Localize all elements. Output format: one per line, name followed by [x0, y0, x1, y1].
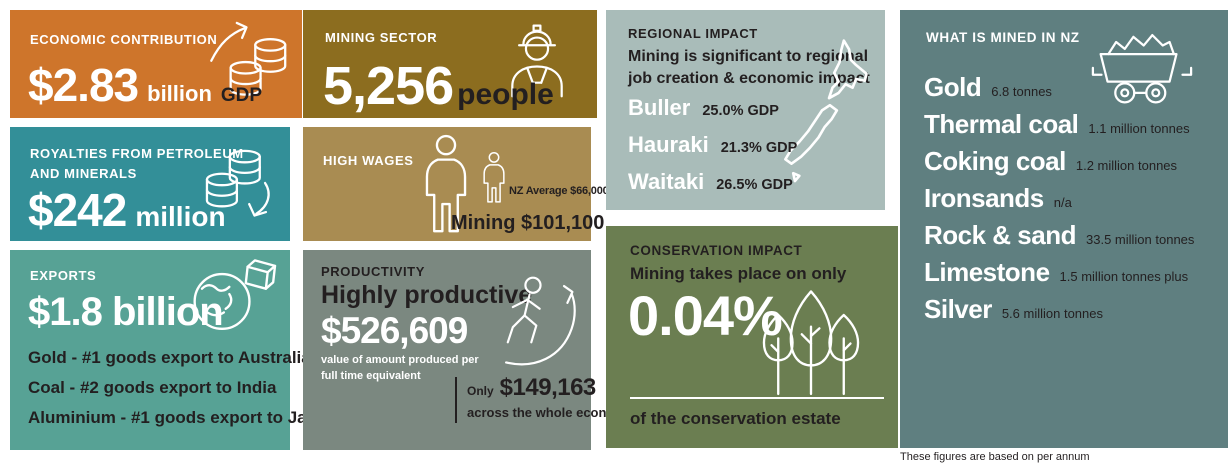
productivity-label: PRODUCTIVITY [321, 264, 425, 279]
productivity-divider [455, 377, 457, 423]
mineral-qty: n/a [1053, 194, 1072, 210]
mineral-row-ironsands: Ironsands n/a [924, 183, 1194, 215]
mining-sector-value: 5,256 [323, 56, 454, 116]
nz-map-icon [784, 39, 868, 183]
tile-conservation-impact: CONSERVATION IMPACT Mining takes place o… [606, 226, 898, 448]
mineral-name: Rock & sand [924, 219, 1077, 250]
productivity-compare: Only $149,163 [467, 374, 596, 402]
mineral-name: Limestone [924, 256, 1050, 287]
royalties-label-line2: AND MINERALS [30, 166, 137, 182]
exports-item-gold: Gold - #1 goods export to Australia [28, 348, 311, 367]
regional-description-line2: job creation & economic impact [628, 69, 870, 87]
mineral-row-limestone: Limestone 1.5 million tonnes plus [924, 257, 1194, 289]
conservation-label: CONSERVATION IMPACT [630, 243, 803, 258]
regional-description: Mining is significant to regional job cr… [628, 46, 870, 89]
mineral-row-gold: Gold 6.8 tonnes [924, 72, 1194, 104]
miner-icon [511, 24, 563, 98]
runner-up-arrow-icon [505, 276, 576, 366]
conservation-value: 0.04% [628, 284, 783, 347]
exports-item-coal: Coal - #2 goods export to India [28, 378, 277, 397]
minerals-list: Gold 6.8 tonnes Thermal coal 1.1 million… [924, 72, 1194, 331]
royalties-label: ROYALTIES FROM PETROLEUM AND MINERALS [30, 144, 244, 184]
tile-exports: EXPORTS $1.8 billion Gold - #1 goods exp… [10, 250, 337, 450]
mineral-row-rock-sand: Rock & sand 33.5 million tonnes [924, 220, 1194, 252]
mineral-qty: 1.2 million tonnes [1075, 157, 1178, 173]
mineral-name: Coking coal [924, 145, 1066, 176]
tile-high-wages: HIGH WAGES NZ Average $66,000 Mining $10… [303, 127, 609, 241]
mineral-row-thermal-coal: Thermal coal 1.1 million tonnes [924, 109, 1194, 141]
economic-label: ECONOMIC CONTRIBUTION [30, 32, 218, 47]
royalties-value-row: $242 million [28, 187, 226, 233]
coins-down-arrow-icon [205, 149, 270, 217]
region-name: Waitaki [628, 169, 705, 195]
royalties-unit: million [135, 201, 226, 232]
tile-productivity: PRODUCTIVITY Highly productive $526,609 … [303, 250, 633, 450]
minerals-label: WHAT IS MINED IN NZ [926, 30, 1080, 45]
regional-label: REGIONAL IMPACT [628, 26, 758, 41]
region-name: Buller [628, 95, 691, 120]
compare-note: across the whole economy [467, 405, 634, 420]
nz-average-wage: NZ Average $66,000 [509, 185, 609, 197]
mineral-name: Thermal coal [924, 108, 1079, 139]
tile-regional-impact: REGIONAL IMPACT Mining is significant to… [606, 10, 885, 210]
productivity-headline: Highly productive [321, 281, 533, 309]
productivity-note: value of amount produced per full time e… [321, 353, 479, 385]
coins-up-arrow-icon [210, 21, 287, 96]
conservation-underline [630, 397, 884, 399]
mining-sector-value-row: 5,256 people [323, 59, 554, 113]
regional-list: Buller 25.0% GDP Hauraki 21.3% GDP Waita… [628, 95, 798, 208]
region-value: 26.5% GDP [716, 177, 793, 194]
tile-royalties: ROYALTIES FROM PETROLEUM AND MINERALS $2… [10, 127, 290, 241]
region-name: Hauraki [628, 132, 709, 158]
region-row-buller: Buller 25.0% GDP [628, 95, 797, 120]
mineral-row-silver: Silver 5.6 million tonnes [924, 294, 1194, 326]
royalties-label-line1: ROYALTIES FROM PETROLEUM [30, 146, 244, 161]
exports-items: Gold - #1 goods export to Australia Coal… [28, 348, 337, 438]
region-row-waitaki: Waitaki 26.5% GDP [628, 170, 797, 194]
exports-item-aluminium: Aluminium - #1 goods export to Japan [28, 408, 337, 427]
mine-cart-icon [1091, 34, 1193, 104]
mineral-name: Ironsands [924, 182, 1044, 213]
exports-value: $1.8 billion [28, 290, 224, 334]
tile-what-is-mined: WHAT IS MINED IN NZ Gold 6.8 tonnes Ther… [900, 10, 1228, 448]
royalties-value: $242 [28, 184, 127, 236]
globe-box-icon [193, 259, 277, 331]
regional-description-line1: Mining is significant to regional [628, 48, 869, 65]
conservation-intro: Mining takes place on only [630, 264, 847, 283]
mineral-qty: 1.5 million tonnes plus [1059, 268, 1189, 284]
region-value: 25.0% GDP [702, 103, 779, 119]
productivity-note-line2: full time equivalent [321, 369, 421, 382]
mineral-qty: 5.6 million tonnes [1001, 305, 1103, 321]
region-value: 21.3% GDP [720, 140, 798, 157]
economic-value: $2.83 [28, 59, 139, 111]
mining-sector-label: MINING SECTOR [325, 30, 438, 45]
exports-label: EXPORTS [30, 268, 97, 283]
person-small-icon [483, 151, 505, 203]
mineral-qty: 1.1 million tonnes [1088, 120, 1190, 136]
region-row-hauraki: Hauraki 21.3% GDP [628, 132, 798, 158]
productivity-value: $526,609 [321, 310, 468, 351]
mineral-name: Silver [924, 293, 992, 324]
mining-sector-unit: people [457, 78, 554, 111]
compare-value: $149,163 [499, 374, 597, 401]
economic-suffix: GDP [220, 85, 263, 106]
conservation-outro: of the conservation estate [630, 409, 841, 428]
tile-economic-contribution: ECONOMIC CONTRIBUTION $2.83 billion GDP [10, 10, 302, 118]
trees-icon [762, 290, 860, 396]
footnote: These figures are based on per annum [900, 451, 1090, 463]
economic-value-row: $2.83 billion GDP [28, 62, 262, 108]
mineral-name: Gold [924, 72, 982, 102]
productivity-note-line1: value of amount produced per [321, 354, 479, 366]
economic-unit: billion [147, 81, 212, 106]
person-large-icon [425, 134, 467, 233]
mineral-qty: 33.5 million tonnes [1086, 231, 1195, 247]
mineral-qty: 6.8 tonnes [991, 84, 1052, 99]
compare-prefix: Only [467, 384, 494, 398]
mining-wage: Mining $101,100 [451, 212, 605, 234]
high-wages-label: HIGH WAGES [323, 153, 414, 168]
tile-mining-sector: MINING SECTOR 5,256 people [303, 10, 597, 118]
mineral-row-coking-coal: Coking coal 1.2 million tonnes [924, 146, 1194, 178]
